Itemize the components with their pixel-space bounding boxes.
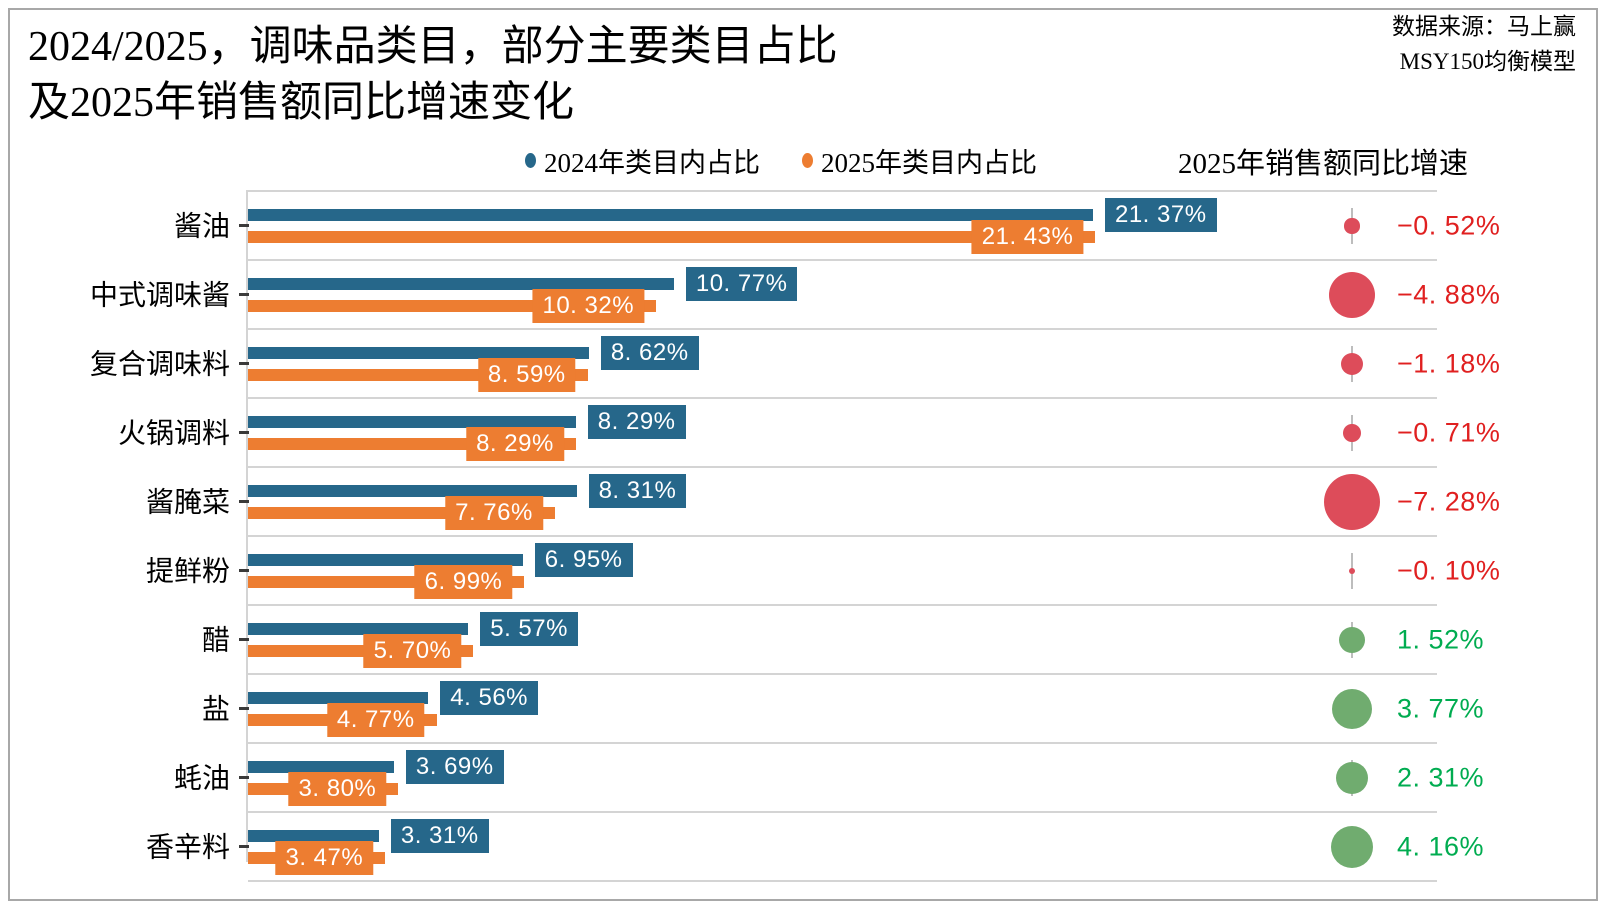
category-row: 中式调味酱 10. 77% 10. 32% −4. 88% xyxy=(90,261,1500,330)
growth-value: −7. 28% xyxy=(1397,486,1501,517)
category-label: 香辛料 xyxy=(145,832,230,864)
growth-value: 2. 31% xyxy=(1397,762,1485,793)
value-label-2025: 10. 32% xyxy=(532,289,645,323)
growth-value: −0. 10% xyxy=(1397,555,1501,586)
growth-bubble xyxy=(1328,271,1376,319)
category-row: 酱腌菜 8. 31% 7. 76% −7. 28% xyxy=(146,468,1500,537)
category-label: 酱油 xyxy=(173,211,230,243)
value-label-2025: 7. 76% xyxy=(445,496,543,530)
growth-bubble xyxy=(1344,218,1360,234)
chart-title: 2024/2025，调味品类目，部分主要类目占比 及2025年销售额同比增速变化 xyxy=(28,20,838,132)
plot-area: 酱油 21. 37% 21. 43% −0. 52% 中式调味酱 10. 77%… xyxy=(90,190,1500,882)
growth-bubble xyxy=(1331,688,1373,730)
value-label-2024: 3. 69% xyxy=(405,750,504,784)
growth-value: 4. 16% xyxy=(1397,831,1485,862)
axis-tick xyxy=(239,569,249,572)
category-label: 提鲜粉 xyxy=(145,556,230,588)
bar-2024 xyxy=(248,761,394,773)
category-row: 醋 5. 57% 5. 70% 1. 52% xyxy=(202,606,1484,675)
legend-label-2024: 2024年类目内占比 xyxy=(544,147,760,178)
category-label: 复合调味料 xyxy=(89,349,230,381)
growth-column-header: 2025年销售额同比增速 xyxy=(1178,148,1469,180)
growth-bubble xyxy=(1336,762,1368,794)
value-label-2024: 3. 31% xyxy=(390,819,489,853)
growth-value: −4. 88% xyxy=(1397,279,1501,310)
axis-tick xyxy=(239,776,249,779)
category-label: 中式调味酱 xyxy=(89,280,230,312)
category-row: 复合调味料 8. 62% 8. 59% −1. 18% xyxy=(90,330,1500,399)
axis-tick xyxy=(239,362,249,365)
value-label-2024: 8. 29% xyxy=(587,405,686,439)
value-label-2024: 4. 56% xyxy=(440,681,539,715)
axis-tick xyxy=(239,500,249,503)
chart-title-line2: 及2025年销售额同比增速变化 xyxy=(28,79,575,126)
value-label-2025: 5. 70% xyxy=(363,634,462,668)
value-label-2025: 3. 80% xyxy=(288,772,387,806)
growth-bubble xyxy=(1343,424,1361,442)
category-row: 盐 4. 56% 4. 77% 3. 77% xyxy=(202,675,1484,744)
value-label-2024: 21. 37% xyxy=(1104,198,1217,232)
growth-bubble xyxy=(1330,825,1374,869)
bar-2024 xyxy=(248,347,589,359)
growth-bubble xyxy=(1323,473,1381,531)
axis-tick xyxy=(239,224,249,227)
category-row: 酱油 21. 37% 21. 43% −0. 52% xyxy=(174,192,1500,261)
category-label: 火锅调料 xyxy=(117,418,230,450)
bar-2024 xyxy=(248,209,1093,221)
value-label-2025: 3. 47% xyxy=(275,841,374,875)
axis-tick xyxy=(239,293,249,296)
category-label: 蚝油 xyxy=(173,763,230,795)
growth-value: −1. 18% xyxy=(1397,348,1501,379)
category-label: 酱腌菜 xyxy=(145,487,230,519)
bar-2024 xyxy=(248,278,674,290)
value-label-2025: 4. 77% xyxy=(326,703,425,737)
axis-tick xyxy=(239,707,249,710)
value-label-2025: 8. 29% xyxy=(466,427,564,461)
bar-2025 xyxy=(248,231,1096,243)
category-row: 蚝油 3. 69% 3. 80% 2. 31% xyxy=(174,744,1484,813)
legend-dot-2024-icon xyxy=(525,152,536,168)
bar-2024 xyxy=(248,830,379,842)
category-label: 盐 xyxy=(201,694,230,726)
bar-2024 xyxy=(248,485,577,497)
growth-bubble xyxy=(1348,567,1356,575)
data-source: 数据来源：马上赢 MSY150均衡模型 xyxy=(1392,10,1576,79)
bar-2024 xyxy=(248,416,576,428)
legend-item-2024: 2024年类目内占比 xyxy=(525,144,760,178)
data-source-line2: MSY150均衡模型 xyxy=(1399,48,1576,74)
value-label-2024: 10. 77% xyxy=(685,267,798,301)
chart-title-line1: 2024/2025，调味品类目，部分主要类目占比 xyxy=(28,24,838,70)
value-label-2024: 8. 31% xyxy=(588,474,687,508)
value-label-2025: 6. 99% xyxy=(414,565,513,599)
growth-value: 1. 52% xyxy=(1397,624,1485,655)
data-source-line1: 数据来源：马上赢 xyxy=(1392,14,1576,39)
value-label-2024: 8. 62% xyxy=(600,336,699,370)
value-label-2024: 6. 95% xyxy=(534,543,633,577)
growth-bubble xyxy=(1339,627,1365,653)
value-label-2025: 8. 59% xyxy=(477,358,576,392)
bar-2024 xyxy=(248,623,469,635)
axis-tick xyxy=(239,845,249,848)
bar-2024 xyxy=(248,554,523,566)
growth-value: −0. 52% xyxy=(1397,210,1501,241)
value-label-2025: 21. 43% xyxy=(971,220,1084,254)
legend-dot-2025-icon xyxy=(802,152,813,168)
category-label: 醋 xyxy=(201,625,230,657)
value-label-2024: 5. 57% xyxy=(480,612,578,646)
axis-tick xyxy=(239,638,249,641)
growth-value: −0. 71% xyxy=(1397,417,1501,448)
bar-2024 xyxy=(248,692,429,704)
category-row: 提鲜粉 6. 95% 6. 99% −0. 10% xyxy=(146,537,1500,606)
category-row: 火锅调料 8. 29% 8. 29% −0. 71% xyxy=(118,399,1500,468)
category-row: 香辛料 3. 31% 3. 47% 4. 16% xyxy=(146,813,1484,882)
legend-item-2025: 2025年类目内占比 xyxy=(802,144,1037,178)
growth-value: 3. 77% xyxy=(1397,693,1485,724)
legend-label-2025: 2025年类目内占比 xyxy=(821,147,1037,178)
growth-bubble xyxy=(1340,352,1364,376)
axis-tick xyxy=(239,431,249,434)
